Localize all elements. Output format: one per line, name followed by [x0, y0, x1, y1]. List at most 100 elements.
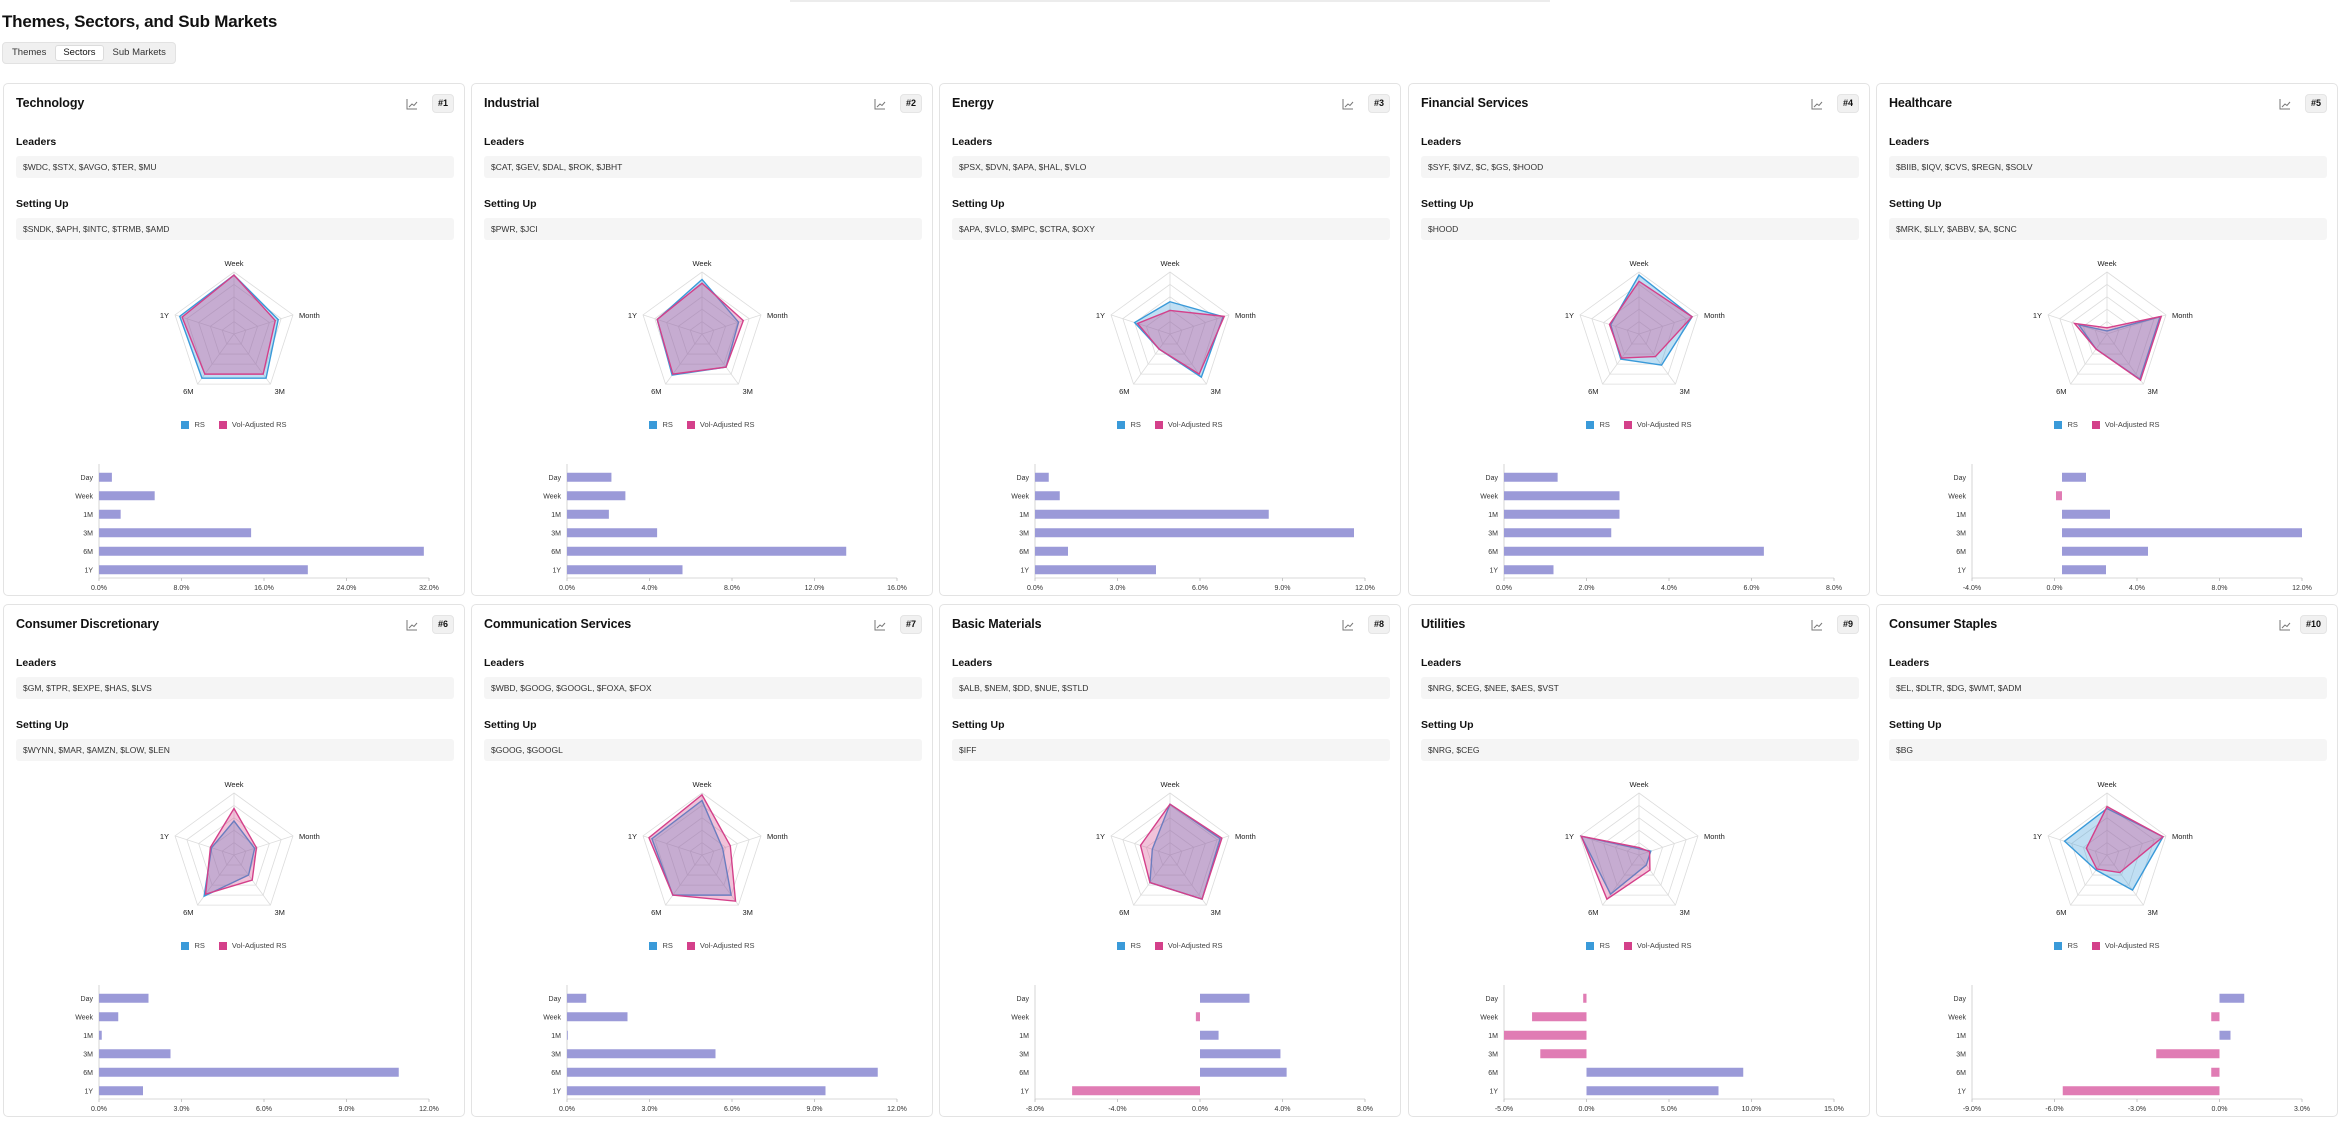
bar-tick-label: 32.0% [419, 585, 439, 592]
rank-badge: #5 [2304, 94, 2327, 113]
tab-sectors[interactable]: Sectors [55, 45, 104, 61]
bar-category-label: Week [75, 493, 93, 500]
legend-item-vol[interactable]: Vol-Adjusted RS [1623, 941, 1692, 950]
radar-axis-label: Week [2097, 780, 2116, 789]
radar-axis-label: 1Y [1565, 311, 1574, 320]
bar-1y [2062, 565, 2106, 575]
bar-1m [2062, 509, 2110, 519]
radar-spoke [2106, 854, 2144, 906]
rank-badge: #2 [899, 94, 922, 113]
bar-tick-label: 9.0% [1275, 585, 1291, 592]
leaders-tickers: $BIIB, $IQV, $CVS, $REGN, $SOLV [1889, 156, 2327, 178]
legend-item-vol[interactable]: Vol-Adjusted RS [2091, 941, 2160, 950]
sector-card: Industrial #2 Leaders $CAT, $GEV, $DAL, $RO… [471, 83, 933, 596]
bar-tick-label: 0.0% [559, 585, 575, 592]
sector-title: Utilities [1421, 617, 1466, 631]
legend-item-vol[interactable]: Vol-Adjusted RS [1154, 420, 1223, 429]
chart-line-icon[interactable] [872, 617, 888, 633]
bar-chart: Day Week 1M 3M 6M 1Y 0.0% 4.0% 8.0% 12.0% 16.0% [543, 464, 907, 592]
leaders-tickers: $CAT, $GEV, $DAL, $ROK, $JBHT [484, 156, 922, 178]
leaders-tickers: $ALB, $NEM, $DD, $NUE, $STLD [952, 677, 1390, 699]
radar-grid-ring [689, 321, 715, 345]
legend-item-rs[interactable]: RS [1117, 941, 1141, 950]
sector-card: Consumer Discretionary #6 Leaders $GM, $TPR… [3, 604, 465, 1117]
bar-chart: Day Week 1M 3M 6M 1Y 0.0% 3.0% 6.0% 9.0% 12.0% [543, 985, 907, 1113]
bar-category-label: 1M [1956, 1033, 1966, 1040]
legend-item-rs[interactable]: RS [181, 941, 205, 950]
radar-grid-ring [642, 271, 762, 385]
chart-line-icon[interactable] [2277, 617, 2293, 633]
setting-up-label: Setting Up [484, 198, 537, 210]
bar-category-label: Day [1486, 475, 1499, 482]
legend-item-vol[interactable]: Vol-Adjusted RS [1623, 420, 1692, 429]
legend-item-vol[interactable]: Vol-Adjusted RS [218, 420, 287, 429]
bar-tick-label: 12.0% [887, 1106, 907, 1113]
legend-label-rs: RS [2067, 941, 2078, 950]
legend-label-rs: RS [1599, 941, 1610, 950]
radar-grid-ring [1603, 296, 1675, 365]
legend-swatch-vol [1154, 420, 1163, 429]
setting-up-tickers: $MRK, $LLY, $ABBV, $A, $CNC [1889, 218, 2327, 240]
legend-item-rs[interactable]: RS [2054, 941, 2078, 950]
bar-day [99, 993, 149, 1003]
radar-series-vol [648, 793, 737, 902]
radar-grid-ring [1134, 817, 1206, 886]
legend-swatch-vol [686, 420, 695, 429]
radar-axis-label: 3M [274, 908, 284, 917]
bar-week [567, 1012, 628, 1022]
bar-category-label: 6M [83, 1070, 93, 1077]
chart-line-icon[interactable] [1340, 96, 1356, 112]
chart-line-icon[interactable] [2277, 96, 2293, 112]
bar-tick-label: 8.0% [1357, 1106, 1373, 1113]
chart-line-icon[interactable] [1809, 96, 1825, 112]
legend-swatch-vol [1623, 420, 1632, 429]
legend-item-rs[interactable]: RS [1117, 420, 1141, 429]
legend-item-vol[interactable]: Vol-Adjusted RS [1154, 941, 1223, 950]
radar-spoke [197, 333, 235, 385]
bar-category-label: Day [81, 475, 94, 482]
radar-spoke [665, 854, 703, 906]
legend-item-rs[interactable]: RS [181, 420, 205, 429]
rank-badge: #1 [431, 94, 454, 113]
chart-line-icon[interactable] [404, 96, 420, 112]
bar-1y [1504, 565, 1554, 575]
chart-line-icon[interactable] [1809, 617, 1825, 633]
legend-item-vol[interactable]: Vol-Adjusted RS [2091, 420, 2160, 429]
bar-3m [99, 528, 252, 538]
bar-category-label: Day [549, 996, 562, 1003]
chart-line-icon[interactable] [872, 96, 888, 112]
tab-themes[interactable]: Themes [12, 47, 47, 58]
bar-category-label: 3M [1956, 530, 1966, 537]
bar-category-label: Day [1954, 996, 1967, 1003]
bar-1y [2062, 1086, 2220, 1096]
radar-axis-label: 3M [1679, 908, 1689, 917]
chart-line-icon[interactable] [1340, 617, 1356, 633]
legend-item-rs[interactable]: RS [2054, 420, 2078, 429]
legend-label-vol: Vol-Adjusted RS [1167, 420, 1223, 429]
radar-grid-ring [198, 296, 270, 365]
bar-category-label: Week [1948, 493, 1966, 500]
legend-item-vol[interactable]: Vol-Adjusted RS [218, 941, 287, 950]
legend-item-rs[interactable]: RS [649, 941, 673, 950]
legend-item-rs[interactable]: RS [1586, 420, 1610, 429]
legend-item-rs[interactable]: RS [1586, 941, 1610, 950]
legend-item-rs[interactable]: RS [649, 420, 673, 429]
bar-1m [99, 509, 121, 519]
sector-card: Technology #1 Leaders $WDC, $STX, $AVGO, $T… [3, 83, 465, 596]
legend-swatch-vol [686, 941, 695, 950]
chart-legend: RS Vol-Adjusted RS [4, 941, 464, 950]
radar-chart: Week Month 3M 6M 1Y [160, 259, 320, 396]
chart-line-icon[interactable] [404, 617, 420, 633]
bar-1m [1035, 509, 1269, 519]
bar-tick-label: 4.0% [642, 585, 658, 592]
radar-chart: Week Month 3M 6M 1Y [2033, 780, 2193, 917]
legend-item-vol[interactable]: Vol-Adjusted RS [686, 420, 755, 429]
bar-1m [99, 1030, 102, 1040]
radar-spoke [1169, 314, 1230, 335]
radar-spoke [1638, 314, 1699, 335]
legend-item-vol[interactable]: Vol-Adjusted RS [686, 941, 755, 950]
tab-sub-markets[interactable]: Sub Markets [112, 47, 166, 58]
rank-badge: #10 [2299, 615, 2327, 634]
leaders-tickers: $EL, $DLTR, $DG, $WMT, $ADM [1889, 677, 2327, 699]
radar-series-vol [2085, 805, 2165, 874]
